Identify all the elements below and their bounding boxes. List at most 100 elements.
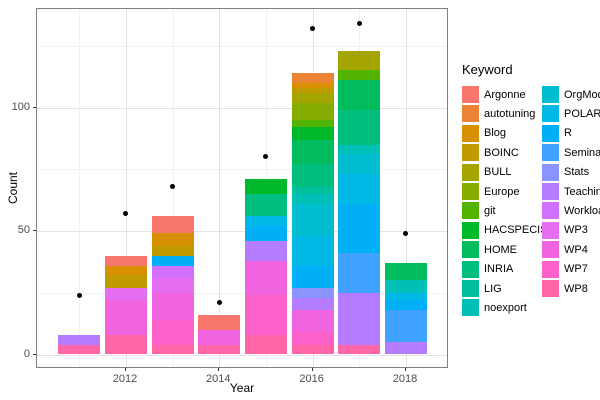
legend-swatch [542,221,559,239]
bar-segment-2017-BULL [338,50,381,71]
bar-segment-2013-WP3 [151,277,194,293]
legend-swatch [462,260,479,278]
legend-swatch [542,183,559,200]
legend-swatch [462,144,479,162]
bar-segment-2015-WP7 [244,295,287,335]
bar-segment-2018-Teaching [384,342,427,355]
bar-segment-2017-Seminar [338,253,381,293]
bar-segment-2013-WP8 [151,344,194,355]
bar-segment-2017-WP8 [338,344,381,355]
bar-segment-2015-R [244,226,287,241]
bar-segment-2017-INRIA [338,109,381,145]
legend-swatch [542,86,559,103]
legend-title: Keyword [462,62,513,77]
bar-segment-2013-WP7 [151,319,194,345]
bar-segment-2013-Blog [151,233,194,246]
legend-swatch [462,183,479,200]
bar-segment-2016-WP7 [291,332,334,345]
bar-segment-2016-OrgMode [291,203,334,236]
bar-segment-2016-Stats [291,287,334,298]
bar-segment-2016-INRIA [291,164,334,187]
legend-label: git [484,204,496,217]
legend-swatch [542,144,559,162]
bar-segment-2016-noexport [291,193,334,204]
bar-segment-2015-INRIA [244,193,287,217]
bar-segment-2013-Argonne [151,216,194,234]
legend-label: OrgMode [564,88,600,101]
bar-segment-2013-R [151,255,194,266]
legend-swatch [462,221,479,239]
y-minor-gridline [37,292,447,294]
count-point-2017 [356,21,362,27]
legend: Keyword Argonne autotuning Blog BOINC BULL Eu… [456,62,600,352]
legend-swatch [542,241,559,259]
plot-panel [36,8,448,368]
legend-swatch [462,280,479,297]
legend-label: HACSPECIS [484,224,548,237]
bar-segment-2012-WP8 [104,334,147,355]
legend-label: R [564,127,572,140]
legend-label: LIG [484,282,502,295]
legend-label: WP4 [564,243,588,256]
y-major-gridline [37,107,447,109]
y-major-gridline [37,231,447,232]
bar-segment-2016-HOME [291,139,334,165]
x-major-gridline [219,9,221,367]
x-axis-title: Year [229,381,255,395]
count-point-2011 [76,292,82,298]
bar-segment-2016-HACSPECIS [291,127,334,140]
legend-swatch [462,86,479,103]
legend-label: WP7 [564,263,588,276]
bar-segment-2016-WP8 [291,344,334,355]
bar-segment-2012-Blog [104,265,147,276]
x-tick-label: 2014 [206,373,231,385]
bar-segment-2018-Seminar [384,310,427,343]
bar-segment-2018-POLARIS [384,292,427,301]
legend-swatch [462,105,479,123]
bar-segment-2014-Argonne [198,314,241,330]
legend-swatch [462,241,479,259]
y-axis-title: Count [6,171,20,205]
y-tick-mark [33,106,36,108]
legend-swatch [542,280,559,297]
legend-label: POLARIS [564,107,600,120]
legend-label: INRIA [484,263,514,276]
bar-segment-2013-BOINC [151,245,194,256]
legend-swatch [542,124,559,142]
bar-segment-2017-OrgMode [338,154,381,175]
bar-segment-2016-BOINC [291,87,334,93]
x-tick-label: 2016 [299,373,324,385]
legend-swatch [542,163,559,181]
bar-segment-2012-WP4 [104,300,147,335]
bar-segment-2013-WP4 [151,292,194,320]
y-tick-label: 50 [17,224,30,236]
x-tick-mark [404,368,406,371]
y-tick-mark [33,353,36,355]
legend-label: WP8 [564,282,588,295]
bar-segment-2012-Argonne [104,255,147,266]
legend-swatch [542,260,559,278]
y-major-gridline [37,354,447,356]
count-point-2015 [263,154,269,160]
bar-segment-2017-git [338,70,381,81]
bar-segment-2012-BOINC [104,275,147,288]
legend-swatch [462,299,479,317]
bar-segment-2017-noexport [338,144,381,155]
bar-segment-2016-Blog [291,82,334,88]
bar-segment-2015-WP8 [244,334,287,355]
legend-swatch [542,202,559,220]
y-tick-label: 100 [11,100,30,113]
legend-swatch [462,124,479,142]
bar-segment-2016-Teaching [291,297,334,311]
x-major-gridline [125,9,127,367]
bar-segment-2015-Teaching [244,240,287,261]
legend-swatch [462,163,479,181]
bar-segment-2016-Europe [291,102,334,120]
legend-swatch [462,202,479,220]
bar-segment-2013-Workload [151,265,194,278]
bar-segment-2014-WP8 [198,344,241,355]
x-tick-mark [124,368,126,371]
legend-label: autotuning [484,107,536,120]
bar-segment-2011-Teaching [58,334,101,345]
legend-swatch [542,105,559,123]
